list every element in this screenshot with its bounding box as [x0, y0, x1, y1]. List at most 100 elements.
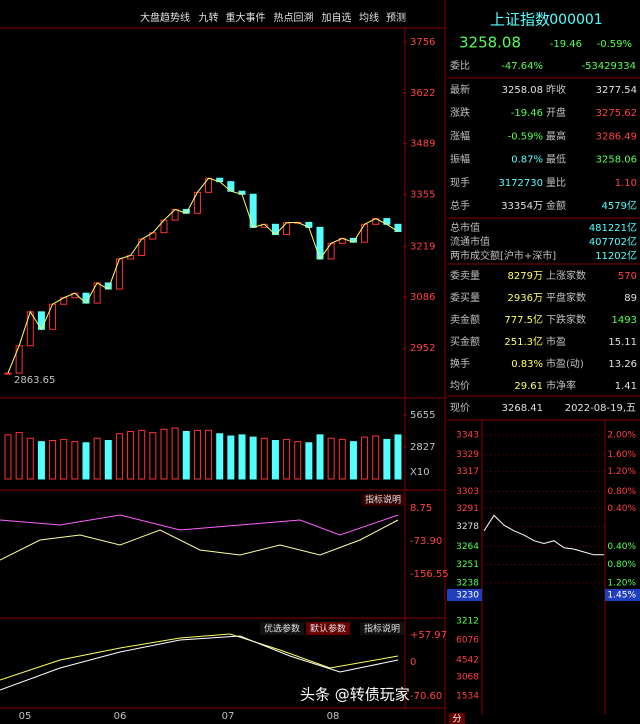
row-value: 1493: [612, 315, 637, 326]
toolbar-button[interactable]: 九转: [199, 11, 219, 24]
macd-tick-label: -70.60: [410, 691, 442, 702]
row-label: 市盈: [546, 335, 566, 348]
row-label: 市盈(动): [546, 357, 584, 370]
intraday-volume-tick: 3068: [456, 673, 479, 683]
toolbar-button[interactable]: 大盘趋势线: [140, 11, 190, 24]
intraday-label: 现价: [450, 402, 470, 414]
volume-bar: [305, 442, 313, 480]
month-label: 05: [19, 711, 32, 722]
price-tick-label: 3756: [410, 37, 435, 48]
row-value: -0.59%: [508, 131, 543, 142]
volume-tick-label: 2827: [410, 442, 435, 453]
intraday-tick-label: 3317: [456, 467, 479, 477]
row-value: 3275.62: [596, 108, 637, 119]
macd-button[interactable]: 默认参数: [310, 623, 346, 635]
volume-bar: [93, 437, 101, 480]
row-label: 涨幅: [450, 129, 470, 142]
indicator-button[interactable]: 指标说明: [365, 494, 401, 506]
row-label: 买金额: [450, 335, 480, 348]
row-value: 2936万: [508, 293, 543, 304]
volume-bar: [104, 440, 112, 480]
intraday-pct-label: 1.20%: [607, 467, 636, 477]
intraday-pct-label: 2.00%: [607, 431, 636, 441]
volume-bar: [149, 432, 157, 480]
volume-bar: [193, 429, 201, 480]
intraday-pct-label: 0.40%: [607, 504, 636, 514]
row-value: 481221亿: [589, 221, 637, 234]
intraday-tick-label: 3278: [456, 522, 479, 532]
indicator-line: [0, 514, 399, 536]
macd-button[interactable]: 优选参数: [264, 623, 300, 635]
intraday-pct-label: 0.40%: [607, 542, 636, 552]
intraday-date: 2022-08-19,五: [565, 403, 636, 414]
row-value: 3258.06: [596, 155, 637, 166]
volume-bar: [238, 434, 246, 480]
volume-bar: [37, 441, 45, 480]
intraday-volume-tick: 1534: [456, 692, 479, 702]
candle: [4, 372, 12, 375]
row-label: 涨跌: [450, 106, 470, 119]
volume-bar: [372, 435, 380, 480]
intraday-tick-label: 3251: [456, 560, 479, 570]
row-value: 8279万: [508, 271, 543, 282]
volume-bar: [338, 438, 346, 480]
month-label: 08: [327, 711, 340, 722]
row-value: 0.87%: [511, 155, 543, 166]
row-label: 下跌家数: [546, 313, 586, 326]
volume-bar: [249, 436, 257, 480]
row-value: 4579亿: [602, 199, 637, 212]
macd-tick-label: 0: [410, 657, 416, 668]
row-label: 振幅: [450, 153, 470, 166]
volume-bar: [205, 429, 213, 480]
row-value: 3258.08: [502, 85, 543, 96]
macd-button[interactable]: 指标说明: [364, 623, 400, 635]
watermark: 头条 @转债玩家: [300, 686, 410, 704]
row-label: 委比: [450, 59, 470, 72]
intraday-pct-label: 1.20%: [607, 579, 636, 589]
toolbar-button[interactable]: 热点回溯: [274, 11, 314, 24]
row-value: 13.26: [608, 359, 637, 370]
row-label: 上涨家数: [546, 269, 586, 282]
button-bg: [260, 622, 304, 635]
row-label: 最低: [546, 153, 566, 166]
indicator-tick-label: -73.90: [410, 536, 442, 547]
bottom-tab[interactable]: 分: [452, 714, 461, 724]
indicator-tick-label: 8.75: [410, 503, 432, 514]
volume-bar: [115, 433, 123, 480]
volume-bar: [271, 440, 279, 480]
row-value: 89: [624, 293, 637, 304]
toolbar-button[interactable]: 均线: [359, 11, 379, 24]
row-label: 卖金额: [450, 313, 480, 326]
quote-pct: -0.59%: [597, 39, 632, 50]
row-label: 平盘家数: [546, 291, 586, 304]
button-bg: [360, 622, 404, 635]
month-label: 06: [114, 711, 127, 722]
macd-line: [0, 633, 399, 681]
bottom-tick: 3212: [456, 617, 479, 627]
intraday-volume-tick: 6076: [456, 636, 479, 646]
row-label: 昨收: [546, 83, 566, 96]
row-value: 570: [618, 271, 637, 282]
toolbar-button[interactable]: 预测: [386, 11, 406, 24]
volume-bar: [361, 436, 369, 480]
volume-tick-label: 5655: [410, 410, 435, 421]
row-label: 总手: [450, 199, 470, 212]
row-label: 总市值: [450, 221, 480, 234]
row-label: 最高: [546, 129, 566, 142]
price-tick-label: 3355: [410, 190, 435, 201]
volume-bar: [227, 435, 235, 480]
tab-bg: [449, 713, 465, 724]
price-tick-label: 3086: [410, 292, 435, 303]
indicator-tick-label: -156.55: [410, 569, 449, 580]
quote-change: -19.46: [550, 39, 582, 50]
intraday-pct-label: 0.80%: [607, 560, 636, 570]
toolbar-button[interactable]: 加自选: [322, 11, 352, 24]
volume-bar: [49, 440, 57, 480]
row-value: 407702亿: [589, 235, 637, 248]
row-value: 1.41: [615, 381, 637, 392]
row-value: 777.5亿: [504, 313, 543, 326]
toolbar-button[interactable]: 重大事件: [226, 11, 266, 24]
intraday-tick-label: 3329: [456, 450, 479, 460]
